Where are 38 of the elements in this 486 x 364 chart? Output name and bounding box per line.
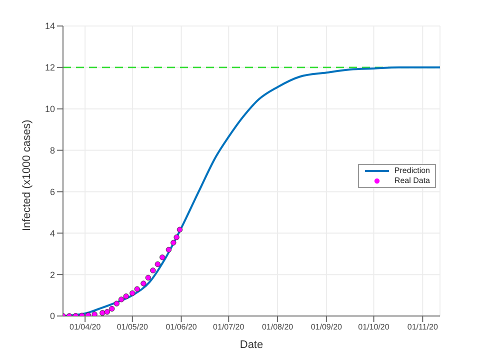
y-tick-label: 14 [44, 21, 55, 32]
point [109, 306, 115, 312]
y-tick-label: 10 [44, 104, 55, 114]
y-tick-label: 0 [50, 311, 55, 322]
x-axis-title: Date [240, 339, 264, 351]
x-tick-label: 01/07/20 [213, 322, 245, 332]
point [140, 280, 146, 286]
point [118, 296, 124, 302]
y-axis-title: Infected (x1000 cases) [20, 120, 33, 231]
y-tick-label: 12 [44, 62, 55, 73]
legend-label: Real Data [394, 176, 430, 186]
point [150, 268, 156, 274]
point [160, 254, 166, 260]
x-tick-label: 01/11/20 [407, 322, 438, 332]
x-tick-label: 01/05/20 [116, 322, 149, 332]
point [145, 274, 152, 281]
x-tick-label: 01/04/20 [70, 322, 102, 332]
point [114, 300, 120, 306]
x-tick-label: 01/10/20 [358, 322, 390, 332]
point [123, 293, 129, 300]
legend-label: Prediction [394, 166, 430, 176]
point [154, 261, 160, 268]
point [104, 309, 110, 315]
y-tick-label: 8 [50, 145, 55, 156]
x-tick-label: 01/09/20 [310, 322, 343, 332]
x-tick-label: 01/06/20 [166, 322, 198, 332]
point [100, 310, 106, 316]
x-tick-label: 01/08/20 [262, 322, 294, 332]
y-tick-label: 6 [50, 186, 55, 197]
point [170, 240, 176, 246]
point [176, 226, 183, 232]
point [166, 246, 172, 253]
y-tick-label: 4 [50, 228, 55, 238]
point [130, 290, 136, 296]
point [174, 234, 180, 240]
point [134, 286, 140, 292]
point [92, 311, 98, 316]
y-tick-label: 2 [50, 270, 55, 280]
